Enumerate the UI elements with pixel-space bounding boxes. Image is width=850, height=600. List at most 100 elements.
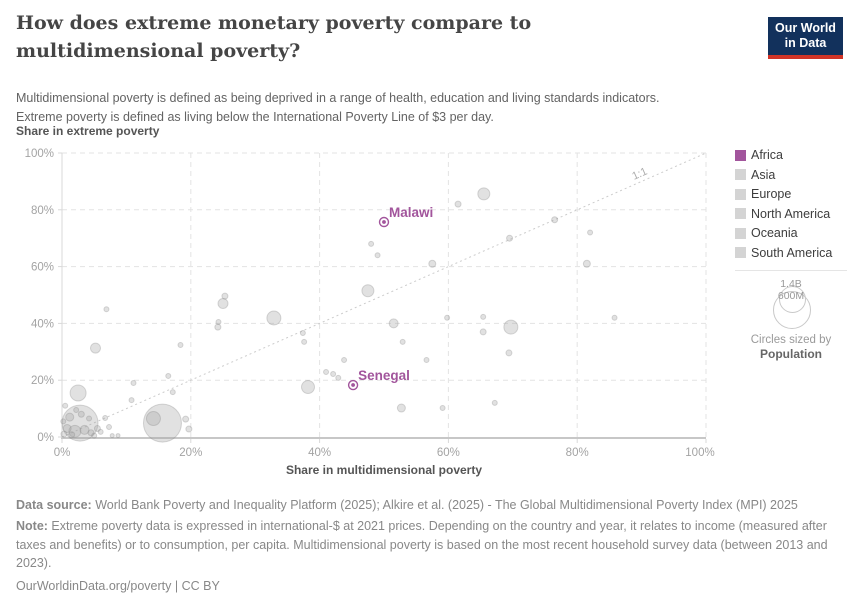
note-text: Extreme poverty data is expressed in int… bbox=[16, 518, 828, 571]
data-point bbox=[142, 403, 182, 443]
highlight-ring bbox=[378, 216, 390, 228]
data-source-label: Data source: bbox=[16, 498, 92, 512]
x-axis-title: Share in multidimensional poverty bbox=[286, 463, 482, 477]
data-point bbox=[587, 229, 594, 236]
x-tick-label: 0% bbox=[54, 447, 71, 459]
data-point bbox=[109, 433, 115, 439]
chart-footer: Data source: World Bank Poverty and Ineq… bbox=[16, 496, 838, 596]
data-point bbox=[491, 399, 498, 406]
legend-swatch bbox=[735, 169, 746, 180]
data-point bbox=[130, 380, 137, 387]
y-tick-label: 60% bbox=[31, 262, 54, 274]
data-point bbox=[62, 402, 69, 409]
data-point bbox=[505, 349, 513, 357]
legend-item-asia[interactable]: Asia bbox=[735, 168, 847, 182]
highlight-point bbox=[382, 220, 386, 224]
x-tick-label: 100% bbox=[685, 447, 714, 459]
data-point bbox=[128, 397, 135, 404]
data-point bbox=[145, 411, 161, 427]
legend-item-label: North America bbox=[751, 206, 831, 221]
data-point bbox=[61, 404, 99, 442]
legend-item-label: South America bbox=[751, 245, 833, 260]
data-point bbox=[439, 405, 446, 412]
data-point bbox=[97, 428, 104, 435]
data-point bbox=[480, 313, 487, 320]
y-tick-label: 100% bbox=[25, 148, 54, 160]
data-source-line: Data source: World Bank Poverty and Ineq… bbox=[16, 496, 838, 515]
data-point bbox=[89, 342, 101, 354]
data-point bbox=[428, 259, 437, 268]
data-point bbox=[374, 252, 381, 259]
x-tick-label: 40% bbox=[308, 447, 331, 459]
data-point bbox=[368, 240, 375, 247]
legend-divider bbox=[735, 269, 847, 271]
size-legend-mid-label: 600M bbox=[777, 289, 805, 302]
footer-link[interactable]: OurWorldinData.org/poverty | CC BY bbox=[16, 579, 220, 593]
data-point bbox=[214, 323, 222, 331]
data-point bbox=[330, 370, 337, 377]
data-point bbox=[60, 430, 68, 438]
legend-swatch bbox=[735, 149, 746, 161]
data-point bbox=[388, 318, 399, 329]
legend-item-north-america[interactable]: North America bbox=[735, 207, 847, 221]
size-legend-small-circle bbox=[778, 285, 806, 313]
data-point bbox=[396, 403, 406, 413]
x-tick-label: 80% bbox=[566, 447, 589, 459]
legend-item-oceania[interactable]: Oceania bbox=[735, 226, 847, 240]
size-legend: 1.4B 600M Circles sized by Population bbox=[735, 277, 847, 369]
data-point bbox=[165, 372, 172, 379]
data-point bbox=[301, 338, 308, 345]
data-point bbox=[68, 431, 76, 439]
legend-item-label: Asia bbox=[751, 167, 776, 182]
x-tick-label: 20% bbox=[179, 447, 202, 459]
owid-logo-line1: Our World bbox=[775, 21, 836, 35]
data-point bbox=[185, 425, 193, 433]
legend-item-south-america[interactable]: South America bbox=[735, 246, 847, 260]
owid-logo[interactable]: Our World in Data bbox=[768, 17, 843, 59]
data-point bbox=[301, 380, 316, 395]
data-point bbox=[91, 432, 98, 439]
data-point bbox=[65, 412, 75, 422]
data-point bbox=[503, 319, 519, 335]
legend-swatch bbox=[735, 208, 746, 219]
highlight-point bbox=[351, 383, 355, 387]
data-point bbox=[102, 414, 109, 421]
data-point bbox=[582, 259, 591, 268]
legend-item-europe[interactable]: Europe bbox=[735, 187, 847, 201]
data-point bbox=[68, 424, 82, 438]
y-tick-label: 40% bbox=[31, 318, 54, 330]
legend-item-africa[interactable]: Africa bbox=[735, 148, 847, 162]
y-tick-label: 0% bbox=[37, 432, 54, 444]
data-point bbox=[215, 318, 222, 325]
data-point bbox=[182, 415, 190, 423]
highlight-label-malawi: Malawi bbox=[389, 205, 433, 220]
chart-subtitle: Multidimensional poverty is defined as b… bbox=[16, 89, 756, 127]
data-point bbox=[444, 314, 451, 321]
continent-legend: Africa Asia Europe North America Oceania Sout… bbox=[735, 148, 847, 369]
data-point bbox=[341, 357, 348, 364]
scatter-chart-canvas[interactable]: 0%0% 20% 20% 40% 40% 60% 60% 80% 80% 100% 100% Shar… bbox=[0, 140, 730, 485]
data-point bbox=[217, 298, 229, 310]
data-point bbox=[60, 418, 67, 425]
data-point bbox=[86, 415, 93, 422]
x-tick-label: 60% bbox=[437, 447, 460, 459]
subtitle-line-1: Multidimensional poverty is defined as b… bbox=[16, 91, 660, 105]
legend-swatch bbox=[735, 188, 746, 200]
note-label: Note: bbox=[16, 518, 48, 533]
highlight-ring bbox=[347, 379, 359, 391]
owid-logo-box: Our World in Data bbox=[768, 17, 843, 55]
subtitle-line-2: Extreme poverty is defined as living bel… bbox=[16, 109, 494, 124]
legend-item-label: Africa bbox=[751, 148, 783, 162]
data-point bbox=[115, 433, 121, 439]
data-point bbox=[454, 200, 462, 208]
one-to-one-label: 1:1 bbox=[630, 166, 649, 183]
size-legend-caption-bold: Population bbox=[760, 347, 822, 362]
legend-item-label: Oceania bbox=[751, 226, 798, 240]
data-point bbox=[177, 341, 184, 348]
data-point bbox=[87, 429, 95, 437]
data-point bbox=[335, 374, 342, 381]
legend-items: Africa Asia Europe North America Oceania Sout… bbox=[735, 148, 847, 260]
data-point bbox=[69, 384, 87, 402]
data-point bbox=[77, 410, 85, 418]
legend-swatch bbox=[735, 247, 746, 258]
